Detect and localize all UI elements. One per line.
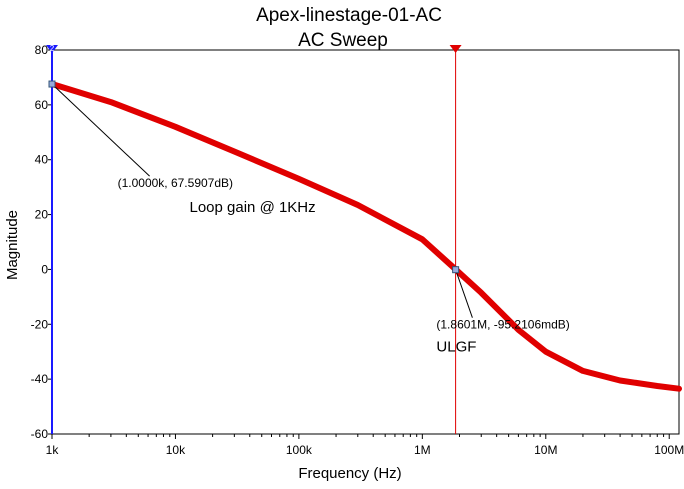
chart-subtitle: AC Sweep	[298, 30, 388, 51]
cursor-handle[interactable]	[449, 45, 462, 53]
annotation-leader	[455, 269, 473, 318]
y-tick-label: 20	[35, 208, 49, 222]
plot-frame	[51, 49, 680, 435]
y-tick-label: -20	[31, 317, 49, 331]
cursor-number: 2	[50, 44, 55, 53]
x-tick-label: 10k	[166, 443, 186, 457]
annotation-layer: (1.0000k, 67.5907dB) Loop gain @ 1KHz (1.8…	[48, 80, 570, 356]
annotation-note: Loop gain @ 1KHz	[190, 199, 316, 216]
y-tick-label: 0	[41, 262, 48, 276]
x-tick-label: 1k	[46, 443, 60, 457]
x-axis: 1k 10k 100k 1M 10M 100M	[46, 434, 684, 457]
x-tick-label: 1M	[414, 443, 431, 457]
y-tick-label: 60	[35, 98, 49, 112]
cursor-layer[interactable]: 2	[46, 44, 462, 434]
y-axis: 80 60 40 20 0 -20 -40 -60	[31, 43, 52, 441]
annotation-label: (1.8601M, -95.2106mdB)	[436, 318, 569, 332]
annotation-label: (1.0000k, 67.5907dB)	[118, 176, 233, 190]
y-axis-label: Magnitude	[4, 210, 21, 280]
annotation-note: ULGF	[436, 339, 476, 356]
annotation-marker	[452, 266, 460, 274]
x-axis-label: Frequency (Hz)	[298, 465, 401, 482]
chart-title: Apex-linestage-01-AC	[256, 5, 442, 26]
series-layer	[49, 81, 682, 392]
y-tick-label: 80	[35, 43, 49, 57]
x-tick-label: 100k	[286, 443, 313, 457]
annotation-leader	[51, 83, 150, 177]
annotation-marker	[48, 80, 56, 88]
cursor-handle[interactable]	[46, 45, 58, 53]
x-tick-label: 100M	[654, 443, 684, 457]
y-tick-label: 40	[35, 153, 49, 167]
y-tick-label: -60	[31, 427, 49, 441]
y-tick-label: -40	[31, 372, 49, 386]
x-tick-label: 10M	[534, 443, 557, 457]
series-line	[49, 81, 682, 392]
